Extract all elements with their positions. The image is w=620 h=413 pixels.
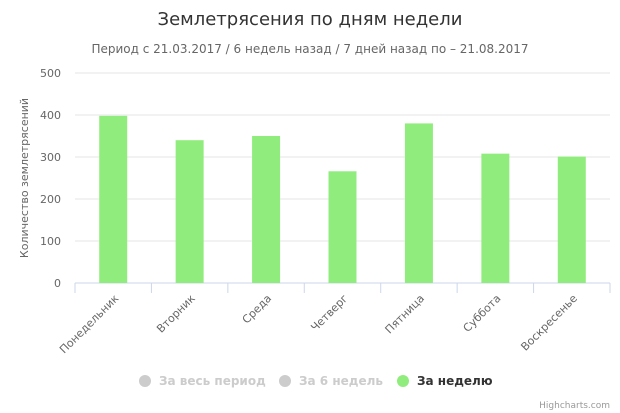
x-tick-label: Понедельник xyxy=(57,292,121,356)
bars xyxy=(99,115,586,284)
y-axis-title: Количество землетрясений xyxy=(18,98,31,258)
legend: За весь период За 6 недель За неделю xyxy=(139,374,493,388)
x-tick-label: Вторник xyxy=(154,292,198,336)
y-tick-label: 400 xyxy=(40,109,61,122)
legend-item[interactable]: За весь период xyxy=(139,374,266,388)
bar[interactable] xyxy=(175,140,204,283)
bar[interactable] xyxy=(99,115,128,283)
x-tick-label: Суббота xyxy=(461,292,504,335)
x-tick-label: Воскресенье xyxy=(518,292,580,354)
legend-marker xyxy=(279,375,291,387)
credits-link[interactable]: Highcharts.com xyxy=(539,401,610,411)
bar[interactable] xyxy=(404,123,433,284)
bar[interactable] xyxy=(481,153,510,283)
legend-label: За весь период xyxy=(159,374,266,388)
y-tick-label: 100 xyxy=(40,235,61,248)
y-tick-label: 0 xyxy=(54,277,61,290)
x-tick-label: Среда xyxy=(240,292,274,326)
legend-label: За 6 недель xyxy=(299,374,383,388)
x-axis: Понедельник Вторник Среда Четверг Пятница Суб… xyxy=(57,283,611,356)
chart-title: Землетрясения по дням недели xyxy=(158,9,463,30)
y-axis: 0 100 200 300 400 500 xyxy=(40,67,61,290)
legend-item[interactable]: За неделю xyxy=(397,374,493,388)
y-tick-label: 200 xyxy=(40,193,61,206)
legend-marker xyxy=(397,375,409,387)
y-tick-label: 500 xyxy=(40,67,61,80)
x-tick-label: Четверг xyxy=(308,292,350,334)
chart-subtitle: Период с 21.03.2017 / 6 недель назад / 7… xyxy=(91,42,528,56)
legend-label: За неделю xyxy=(417,374,493,388)
x-tick-label: Пятница xyxy=(383,292,427,336)
legend-item[interactable]: За 6 недель xyxy=(279,374,383,388)
y-tick-label: 300 xyxy=(40,151,61,164)
legend-marker xyxy=(139,375,151,387)
bar[interactable] xyxy=(252,136,281,283)
bar[interactable] xyxy=(328,171,357,283)
bar[interactable] xyxy=(557,156,586,283)
